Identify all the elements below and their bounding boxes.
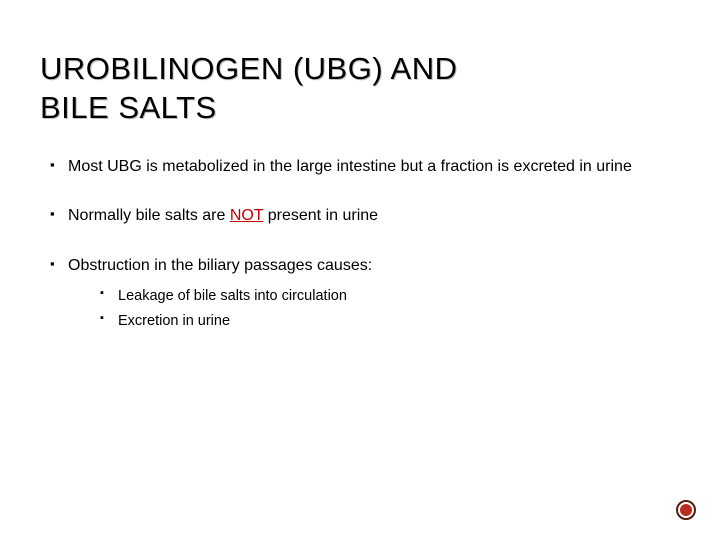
circle-inner-fill <box>680 504 692 516</box>
bullet-item: Normally bile salts are NOT present in u… <box>50 205 680 227</box>
sub-bullet-item: Excretion in urine <box>100 311 680 331</box>
slide-title: UROBILINOGEN (UBG) AND BILE SALTS <box>40 50 680 128</box>
bullet-list: Most UBG is metabolized in the large int… <box>40 156 680 331</box>
slide-title-wrap: UROBILINOGEN (UBG) AND BILE SALTS UROBIL… <box>40 50 680 128</box>
sub-bullet-item: Leakage of bile salts into circulation <box>100 286 680 306</box>
bullet-text-suffix: present in urine <box>263 207 378 224</box>
sub-bullet-text: Leakage of bile salts into circulation <box>118 288 347 304</box>
bullet-item: Most UBG is metabolized in the large int… <box>50 156 680 178</box>
decorative-circle-icon <box>676 500 696 520</box>
bullet-item: Obstruction in the biliary passages caus… <box>50 255 680 331</box>
sub-bullet-text: Excretion in urine <box>118 313 230 329</box>
emphasis-not: NOT <box>230 207 263 224</box>
bullet-text: Most UBG is metabolized in the large int… <box>68 158 632 175</box>
slide: UROBILINOGEN (UBG) AND BILE SALTS UROBIL… <box>0 0 720 540</box>
bullet-text: Obstruction in the biliary passages caus… <box>68 257 372 274</box>
bullet-text-prefix: Normally bile salts are <box>68 207 230 224</box>
sub-bullet-list: Leakage of bile salts into circulation E… <box>68 286 680 331</box>
